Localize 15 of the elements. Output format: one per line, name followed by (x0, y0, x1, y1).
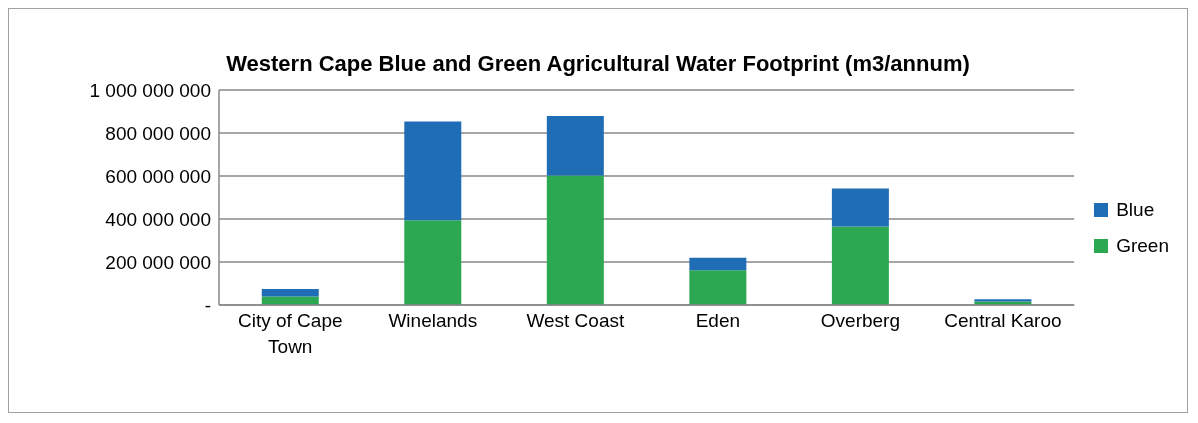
x-tick-label: Winelands (388, 310, 478, 331)
x-tick-label: Eden (695, 310, 741, 331)
y-tick-label: 600 000 000 (105, 165, 211, 187)
y-tick-label: - (204, 294, 211, 316)
legend-label: Green (1116, 234, 1169, 257)
chart-title: Western Cape Blue and Green Agricultural Water Footprint (m3/annum) (225, 50, 971, 78)
y-tick-label: 1 000 000 000 (89, 79, 211, 101)
x-tick-label: Overberg (820, 310, 900, 331)
x-tick-label: Central Karoo (944, 310, 1062, 331)
x-tick-label: West Coast (526, 310, 625, 331)
legend-label: Blue (1116, 198, 1155, 221)
x-tick-label: City of Cape Town (237, 310, 343, 357)
y-tick-label: 800 000 000 (105, 122, 211, 144)
y-tick-label: 200 000 000 (105, 251, 211, 273)
y-tick-label: 400 000 000 (105, 208, 211, 230)
